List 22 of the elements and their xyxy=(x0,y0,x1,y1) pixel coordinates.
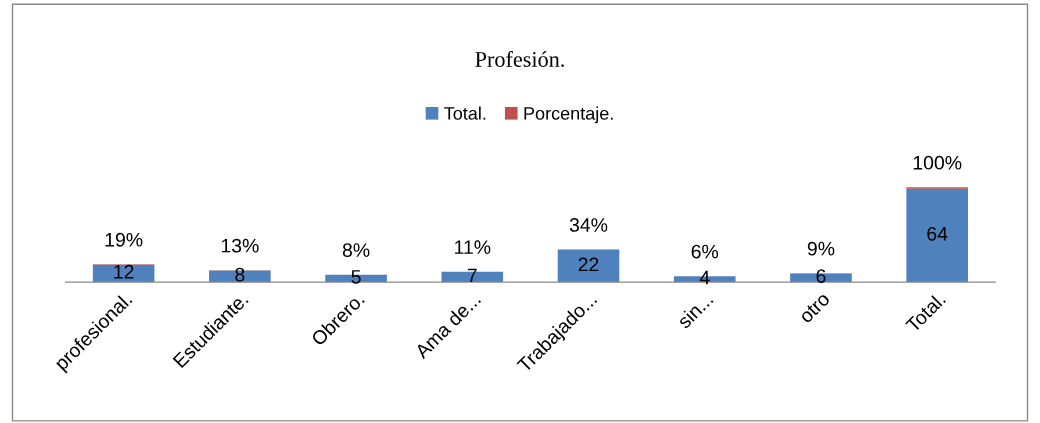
data-label: 22 xyxy=(578,257,599,272)
legend-label: Porcentaje. xyxy=(524,106,613,124)
chart-title: Profesión. xyxy=(475,51,564,67)
data-label: 13% xyxy=(221,238,259,253)
bar xyxy=(557,250,620,283)
x-tick-label: sin... xyxy=(676,291,714,330)
data-label: 100% xyxy=(913,155,962,170)
data-label: 8% xyxy=(342,243,370,257)
x-tick-label: otro xyxy=(798,292,831,324)
data-label: 11% xyxy=(455,240,491,254)
data-label: 9% xyxy=(807,241,835,256)
bar xyxy=(906,188,968,283)
data-label: 34% xyxy=(569,218,608,232)
data-label: 19% xyxy=(105,232,143,247)
legend-label: Total. xyxy=(444,106,486,120)
data-label: 7 xyxy=(467,268,477,283)
data-label: 12 xyxy=(114,264,134,279)
data-label: 8 xyxy=(235,267,245,282)
data-label: 6% xyxy=(691,244,719,259)
data-label: 64 xyxy=(927,226,948,241)
x-tick-label: Ama de... xyxy=(413,291,482,360)
data-label: 6 xyxy=(816,269,826,283)
